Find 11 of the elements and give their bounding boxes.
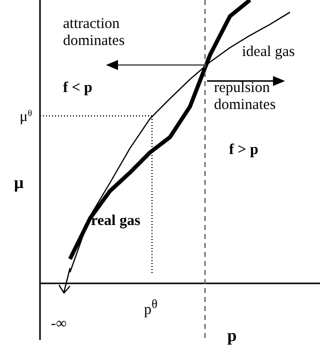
annotation: f < p: [63, 80, 94, 97]
annotation: attraction dominates: [63, 16, 126, 50]
text: -∞: [51, 316, 68, 333]
series-label: real gas: [91, 213, 140, 230]
y-axis-title: μ: [14, 173, 24, 192]
ref-line-label: μ$^{θ}$: [20, 108, 32, 125]
annotation: repulsion dominates: [214, 80, 277, 114]
text: p$^{θ}$: [144, 296, 158, 319]
series-label: ideal gas: [242, 44, 295, 61]
x-axis-title: p: [227, 326, 237, 345]
annotation: f > p: [229, 142, 260, 159]
